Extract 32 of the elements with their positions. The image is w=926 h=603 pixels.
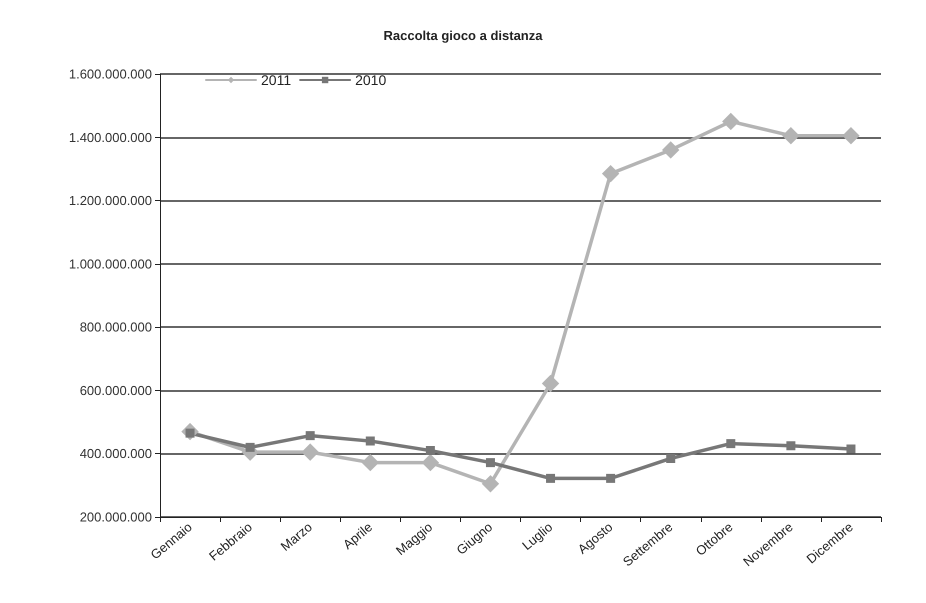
- point: [362, 454, 379, 472]
- chart-title: Raccolta gioco a distanza: [384, 28, 544, 43]
- y-tick-label: 1.200.000.000: [68, 193, 152, 208]
- point: [846, 444, 856, 454]
- point: [246, 442, 255, 452]
- point: [546, 474, 556, 483]
- point: [306, 431, 315, 440]
- legend-label: 2010: [355, 72, 386, 88]
- y-tick-label: 400.000.000: [80, 446, 152, 462]
- point: [782, 127, 800, 144]
- point: [542, 374, 560, 392]
- point: [426, 446, 435, 456]
- y-tick-label: 800.000.000: [80, 320, 152, 335]
- point: [486, 458, 495, 468]
- point: [422, 454, 439, 472]
- point: [786, 441, 796, 450]
- legend-label: 2011: [261, 72, 292, 88]
- point: [726, 439, 736, 448]
- point: [722, 112, 740, 130]
- point: [366, 436, 375, 446]
- y-tick-label: 600.000.000: [80, 382, 152, 398]
- point: [606, 474, 616, 483]
- point: [302, 444, 319, 461]
- point: [602, 165, 620, 182]
- point: [662, 141, 680, 158]
- y-tick-label: 1.400.000.000: [68, 130, 152, 145]
- y-tick-label: 1.600.000.000: [68, 66, 152, 82]
- point: [666, 454, 676, 463]
- point: [842, 127, 860, 144]
- point: [482, 475, 499, 492]
- y-tick-label: 200.000.000: [80, 510, 152, 524]
- y-tick-label: 1.000.000.000: [68, 256, 152, 272]
